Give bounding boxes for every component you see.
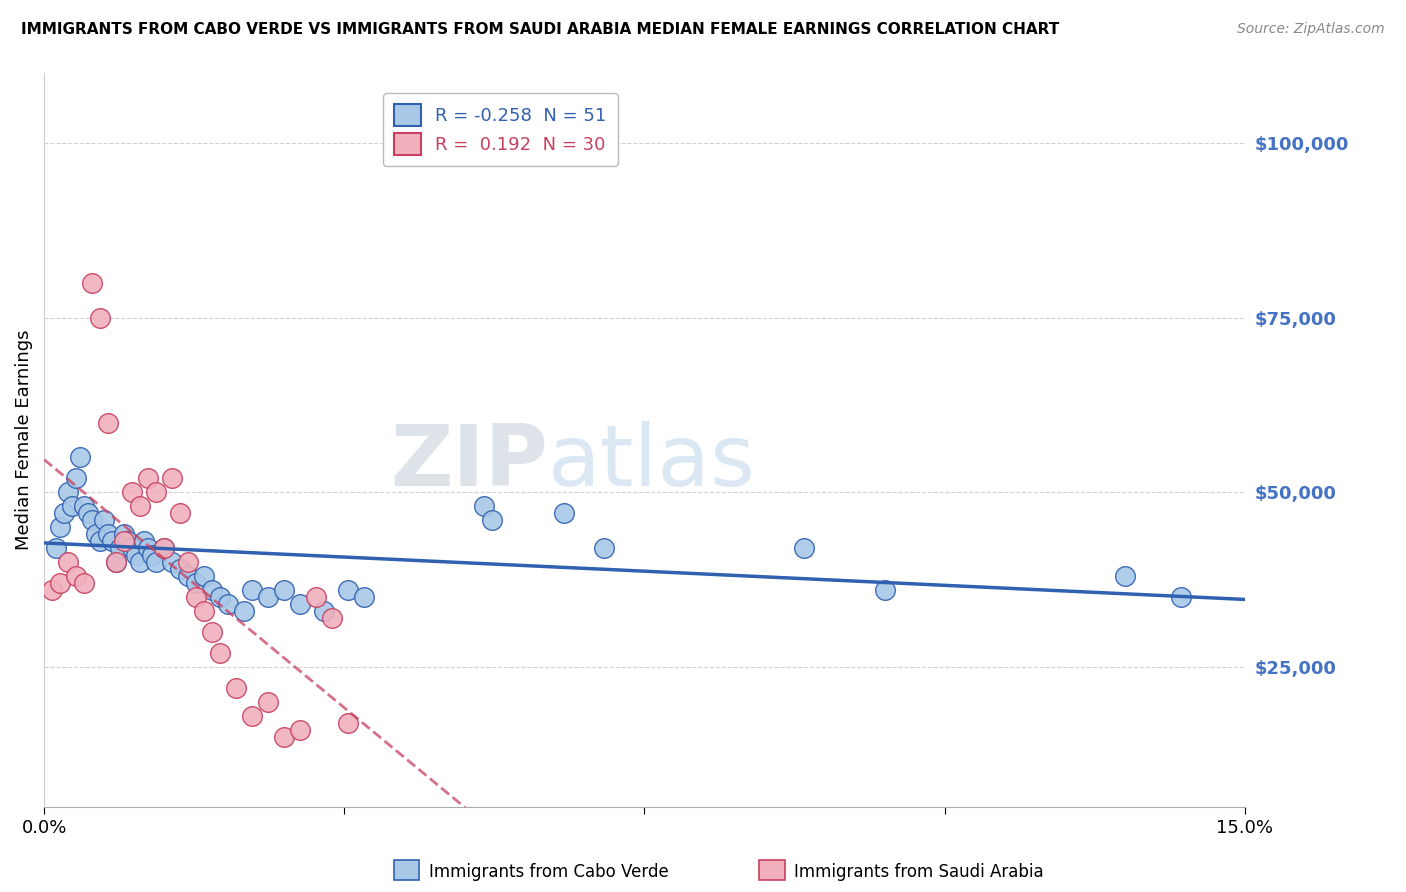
Point [89, 534, 111, 549]
Point [481, 513, 503, 527]
Point [145, 485, 167, 500]
Point [136, 471, 159, 485]
Point [257, 591, 280, 605]
Point [321, 611, 343, 625]
Point [49, 576, 72, 591]
Point [112, 527, 135, 541]
Point [97, 527, 120, 541]
Point [160, 471, 183, 485]
Point [240, 709, 263, 723]
Point [593, 541, 616, 556]
Point [121, 485, 143, 500]
Point [273, 583, 295, 598]
Point [73, 500, 96, 514]
Point [1114, 569, 1136, 583]
Point [56, 555, 79, 569]
Point [41, 583, 63, 598]
Point [129, 500, 152, 514]
Point [108, 541, 131, 556]
Point [472, 500, 495, 514]
Point [240, 583, 263, 598]
Point [53, 507, 76, 521]
Point [45, 541, 67, 556]
Point [49, 520, 72, 534]
Point [93, 513, 115, 527]
Point [121, 541, 143, 556]
Point [290, 723, 312, 738]
Point [141, 549, 163, 563]
Point [169, 562, 191, 576]
Point [60, 500, 83, 514]
Point [89, 310, 111, 325]
Text: atlas: atlas [548, 420, 756, 504]
Point [186, 576, 208, 591]
Point [201, 625, 224, 640]
Point [56, 485, 79, 500]
Point [209, 646, 232, 660]
Point [153, 541, 176, 556]
Point [160, 555, 183, 569]
Point [117, 534, 139, 549]
Point [177, 569, 200, 583]
Point [82, 276, 104, 290]
Point [233, 604, 256, 618]
Point [793, 541, 815, 556]
Point [73, 576, 96, 591]
Point [225, 681, 247, 696]
Point [1170, 591, 1192, 605]
Point [105, 555, 128, 569]
Text: ZIP: ZIP [391, 420, 548, 504]
Legend: R = -0.258  N = 51, R =  0.192  N = 30: R = -0.258 N = 51, R = 0.192 N = 30 [382, 93, 617, 166]
Point [186, 591, 208, 605]
Point [69, 450, 91, 465]
Text: Immigrants from Cabo Verde: Immigrants from Cabo Verde [429, 863, 669, 881]
Point [193, 604, 215, 618]
Point [305, 591, 328, 605]
Point [217, 597, 239, 611]
Y-axis label: Median Female Earnings: Median Female Earnings [15, 330, 32, 550]
Point [129, 555, 152, 569]
Point [77, 507, 100, 521]
Text: Source: ZipAtlas.com: Source: ZipAtlas.com [1237, 22, 1385, 37]
Point [97, 416, 120, 430]
Point [337, 716, 360, 731]
Point [201, 583, 224, 598]
Point [136, 541, 159, 556]
Point [105, 555, 128, 569]
Point [125, 549, 148, 563]
Point [112, 534, 135, 549]
Point [65, 471, 87, 485]
Text: Immigrants from Saudi Arabia: Immigrants from Saudi Arabia [794, 863, 1045, 881]
Point [290, 597, 312, 611]
Text: IMMIGRANTS FROM CABO VERDE VS IMMIGRANTS FROM SAUDI ARABIA MEDIAN FEMALE EARNING: IMMIGRANTS FROM CABO VERDE VS IMMIGRANTS… [21, 22, 1059, 37]
Point [353, 591, 375, 605]
Point [84, 527, 107, 541]
Point [193, 569, 215, 583]
Point [257, 695, 280, 709]
Point [134, 534, 156, 549]
Point [314, 604, 336, 618]
Point [553, 507, 575, 521]
Point [873, 583, 896, 598]
Point [65, 569, 87, 583]
Point [273, 730, 295, 744]
Point [337, 583, 360, 598]
Point [209, 591, 232, 605]
Point [145, 555, 167, 569]
Point [82, 513, 104, 527]
Point [177, 555, 200, 569]
Point [169, 507, 191, 521]
Point [153, 541, 176, 556]
Point [101, 534, 124, 549]
